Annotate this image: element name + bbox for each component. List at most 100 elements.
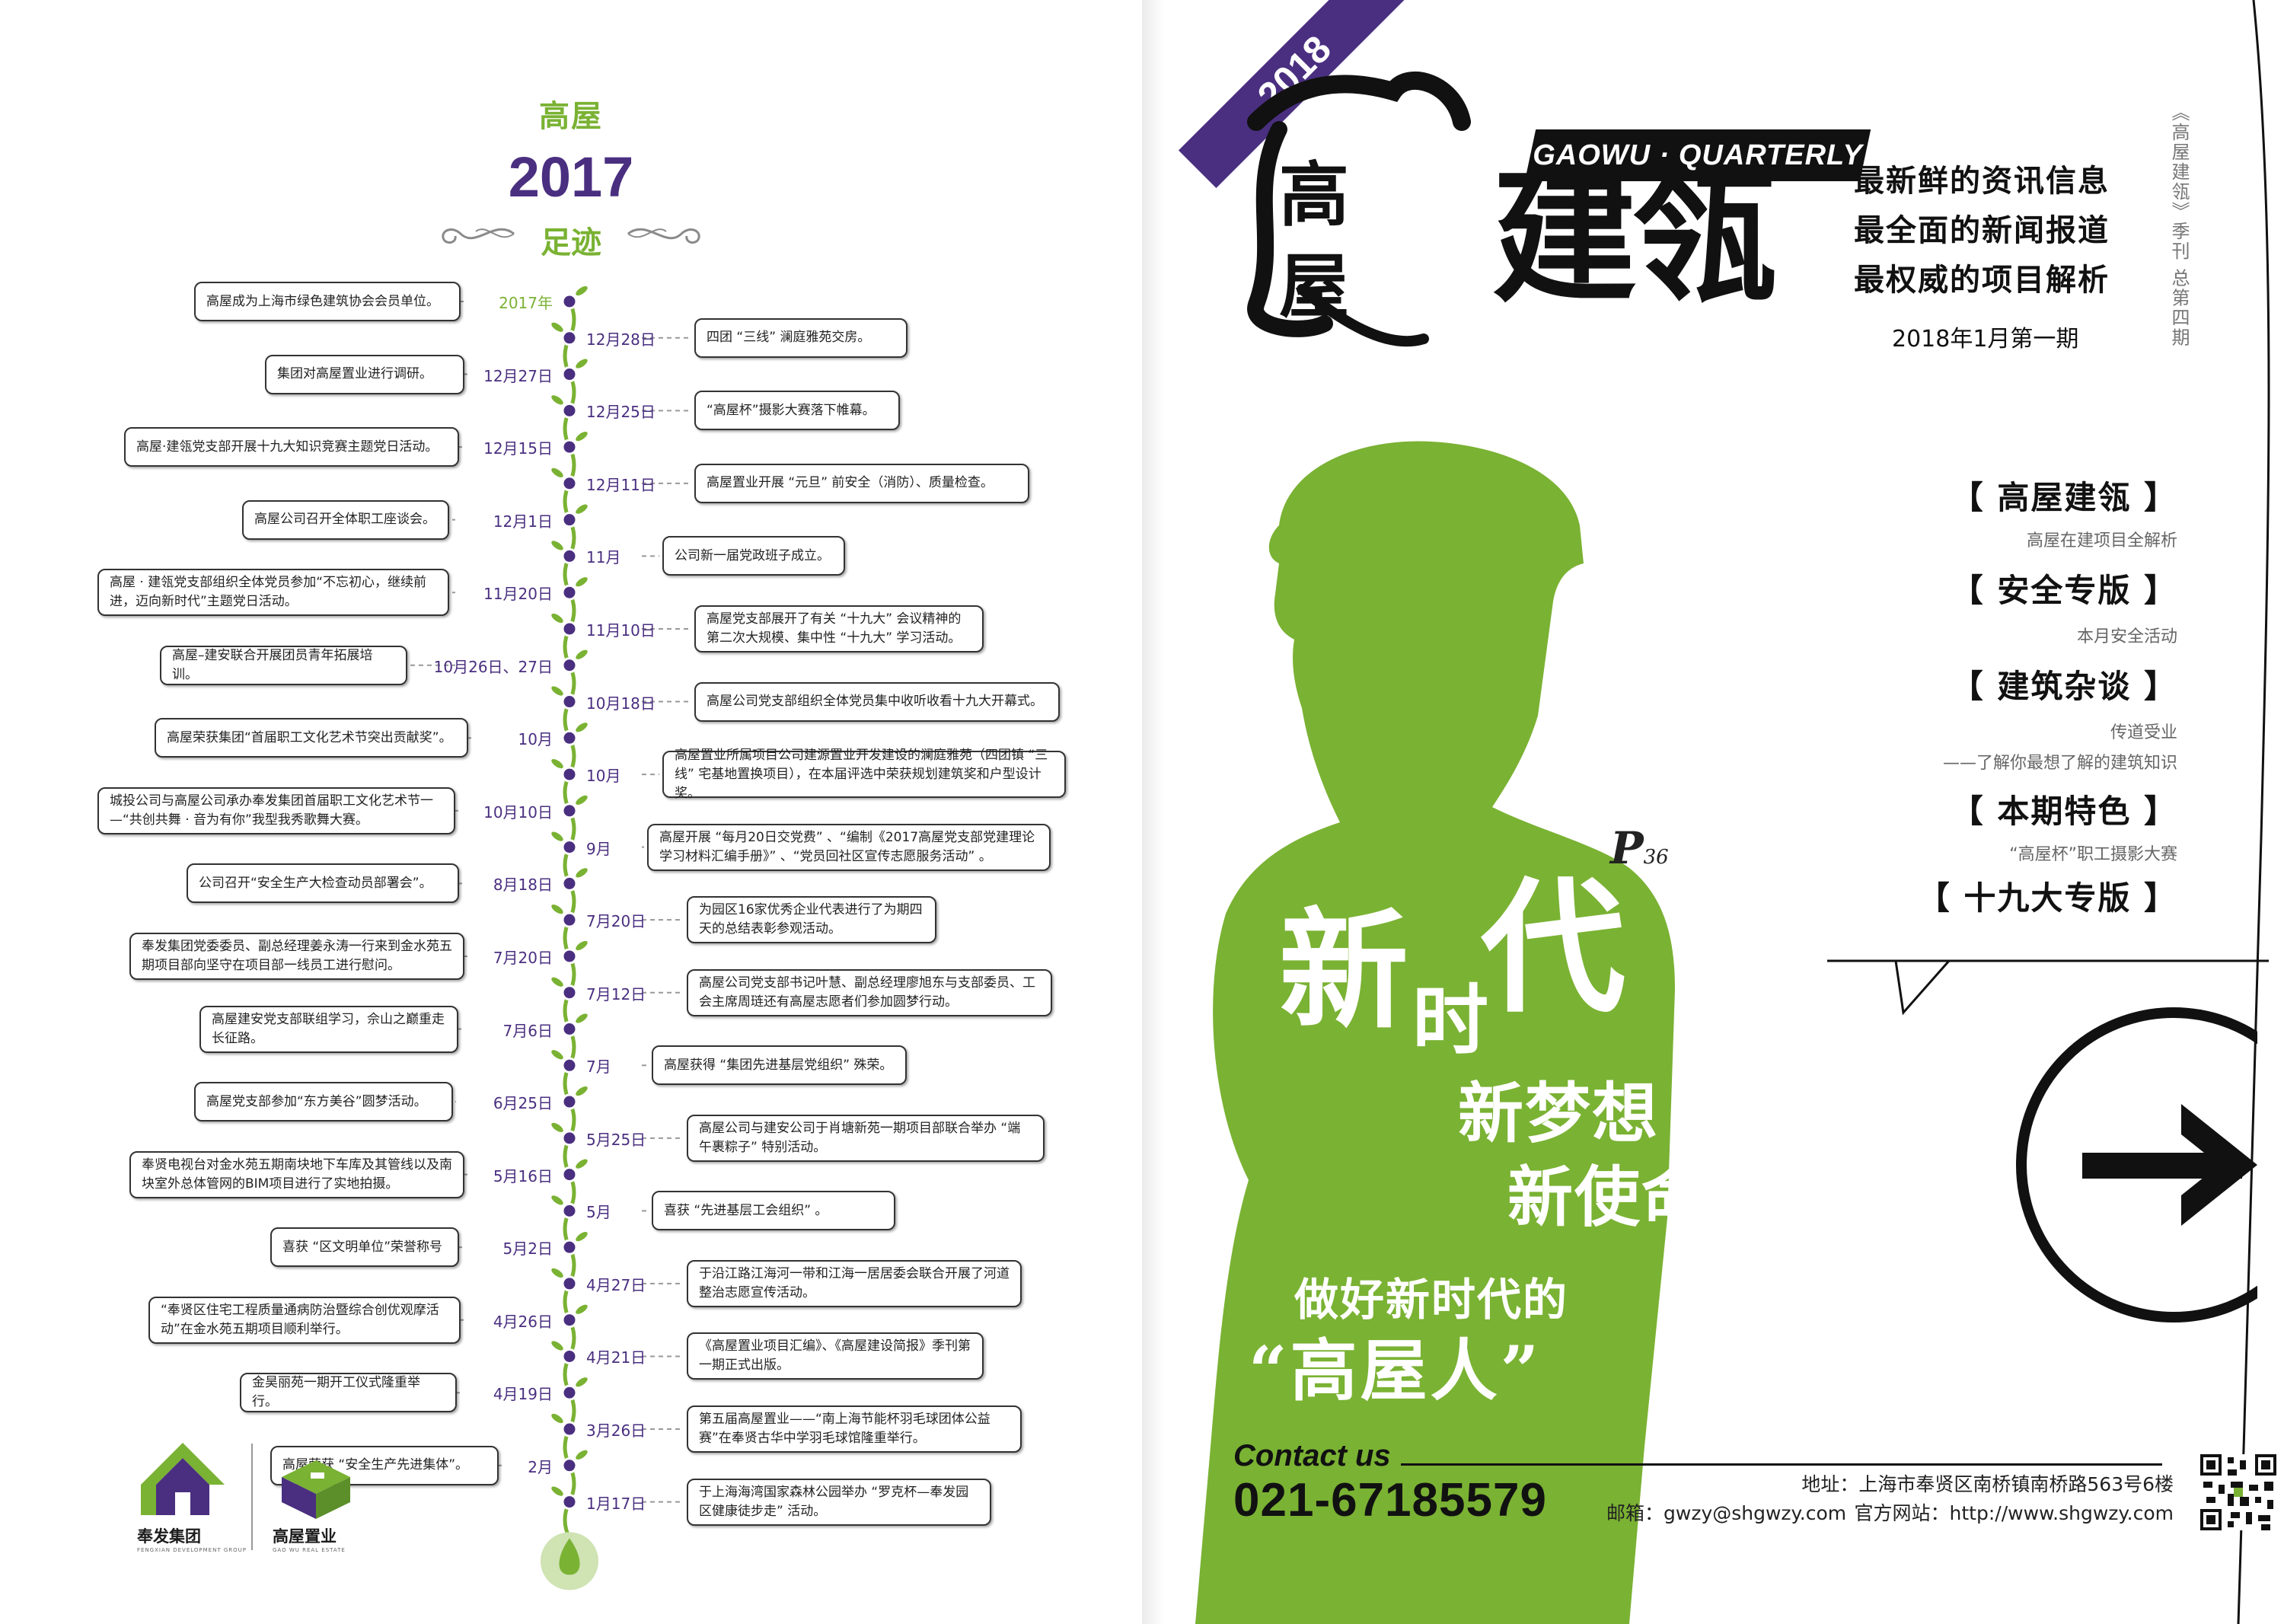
timeline-node-left-0: [561, 293, 578, 310]
timeline-node-right-2: [561, 475, 578, 492]
qr-code-icon[interactable]: [2200, 1454, 2276, 1530]
slogan-gaowu-person: “高屋人”: [1249, 1331, 1542, 1410]
timeline-date-right: 11月10日: [586, 621, 656, 640]
timeline-node-right-0: [561, 330, 578, 346]
timeline-year: 2017: [508, 145, 634, 209]
vertical-title: 《高屋建瓴》季刊 总第四期: [2168, 103, 2190, 348]
timeline-header: 高屋 2017 足迹: [426, 91, 716, 263]
timeline-line: [410, 286, 691, 1590]
timeline-date-left: 8月18日: [493, 876, 553, 895]
timeline-node-left-6: [561, 729, 578, 746]
timeline-entry-right: 于沿江路江海河一带和江海一居居委会联合开展了河道整治志愿宣传活动。: [687, 1259, 1022, 1307]
slogan-new-dream: 新梦想: [1458, 1075, 1659, 1152]
timeline-node-left-14: [561, 1312, 578, 1329]
timeline-node-left-7: [561, 802, 578, 819]
silhouette-body: [1195, 441, 1675, 1624]
timeline-date-left: 10月26日、27日: [433, 657, 553, 676]
timeline-entry-left: “奉贤区住宅工程质量通病防治暨综合创优观摩活动”在金水苑五期项目顺利举行。: [148, 1296, 461, 1344]
timeline-entry-right: 喜获 “先进基层工会组织” 。: [652, 1191, 895, 1231]
timeline-date-left: 6月25日: [493, 1094, 553, 1113]
page-ref-letter: P: [1610, 822, 1644, 874]
timeline-leaf-icon: [551, 1268, 563, 1278]
section-sub-architecture-1: 传道受业: [2110, 723, 2177, 742]
timeline-entry-left: 高屋建安党支部联组学习，佘山之巅重走长征路。: [199, 1005, 458, 1053]
timeline-entry-left: 集团对高屋置业进行调研。: [265, 354, 464, 394]
fengfa-logo-icon: [141, 1443, 225, 1515]
timeline-entry-right: 高屋党支部展开了有关 “十九大” 会议精神的第二次大规模、集中性 “十九大” 学…: [694, 605, 984, 652]
timeline-footprint-title: 足迹: [541, 225, 601, 260]
slogan-new-mission: 新使命: [1507, 1159, 1708, 1236]
timeline-entry-right: 四团 “三线” 澜庭雅苑交房。: [694, 317, 908, 358]
timeline-leaf-icon: [551, 831, 563, 841]
timeline-leaf-icon: [576, 504, 588, 514]
timeline-leaf-icon: [576, 649, 588, 659]
timeline-entry-right: 高屋置业开展 “元旦” 前安全（消防）、质量检查。: [694, 463, 1029, 503]
timeline-node-left-9: [561, 948, 578, 965]
page-ref-number: 36: [1643, 846, 1669, 869]
timeline-entry-right: 《高屋置业项目汇编》、《高屋建设简报》季刊第一期正式出版。: [687, 1332, 984, 1380]
timeline-date-left: 12月1日: [493, 512, 553, 531]
timeline-entry-right: 公司新一届党政班子成立。: [662, 536, 845, 576]
slogan-dai: 代: [1481, 863, 1626, 1032]
timeline-entry-left: 奉贤电视台对金水苑五期南块地下车库及其管线以及南块室外总体管网的BIM项目进行了…: [129, 1150, 464, 1198]
flourish-right-icon: [627, 228, 700, 244]
timeline-node-right-8: [561, 911, 578, 928]
timeline-leaf-icon: [551, 541, 563, 550]
timeline-node-left-16: [561, 1457, 578, 1474]
timeline-page: 高屋 2017 足迹 高屋成为上海市绿色建筑协会会员单位。 2017年 集团对高屋置…: [97, 91, 1066, 1590]
timeline-leaf-icon: [576, 795, 588, 805]
timeline-leaf-icon: [576, 577, 588, 587]
section-title-19th: 【 十九大专版 】: [1917, 879, 2177, 917]
timeline-date-right: 4月21日: [586, 1348, 646, 1367]
page-curve-line: [2237, 0, 2270, 1624]
section-sub-architecture-2: ——了解你最想了解的建筑知识: [1942, 754, 2177, 773]
timeline-node-right-6: [561, 766, 578, 783]
timeline-entry-right: 高屋置业所属项目公司建源置业开发建设的澜庭雅苑（四团镇 “三线” 宅基地置换项目…: [662, 748, 1066, 801]
contact-email[interactable]: 邮箱：gwzy@shgwzy.com: [1606, 1502, 1847, 1524]
timeline-date-right: 5月25日: [586, 1130, 646, 1149]
timeline-entry-right: 高屋公司党支部组织全体党员集中收听收看十九大开幕式。: [694, 681, 1060, 722]
gaowu-logo-name: 高屋置业: [273, 1527, 337, 1546]
section-title-architecture: 【 建筑杂谈 】: [1951, 668, 2177, 705]
timeline-entry-left: 高屋·建瓴党支部开展十九大知识竞赛主题党日活动。: [124, 427, 459, 467]
timeline-date-left: 7月20日: [493, 948, 553, 967]
timeline-leaf-icon: [551, 1122, 563, 1132]
spine-shadow: [1142, 0, 1165, 1624]
timeline-leaf-icon: [551, 1486, 563, 1496]
timeline-entry-left: 高屋成为上海市绿色建筑协会会员单位。: [194, 282, 461, 321]
logo-divider: [251, 1444, 253, 1550]
timeline-leaf-icon: [551, 686, 563, 696]
section-title-gaowujianzhu: 【 高屋建瓴 】: [1951, 479, 2177, 516]
gaowu-logo-icon: [282, 1460, 350, 1519]
timeline-leaf-icon: [551, 905, 563, 914]
timeline-entry-left: 喜获 “区文明单位”荣誉称号: [270, 1227, 459, 1268]
timeline-leaf-icon: [576, 359, 588, 369]
timeline-entry-left: 高屋公司召开全体职工座谈会。: [242, 499, 449, 540]
flourish-left-icon: [442, 228, 515, 244]
slogan-xin: 新: [1279, 895, 1408, 1047]
timeline-date-right: 3月26日: [586, 1421, 646, 1441]
timeline-leaf-icon: [551, 1341, 563, 1351]
fengfa-logo-sub: FENGXIAN DEVELOPMENT GROUP: [137, 1547, 247, 1553]
timeline-date-right: 11月: [586, 548, 621, 567]
timeline-node-left-3: [561, 512, 578, 528]
gaowu-logo-sub: GAO WU REAL ESTATE: [273, 1547, 346, 1553]
timeline-date-right: 10月: [586, 767, 621, 786]
timeline-date-left: 11月20日: [483, 585, 553, 604]
timeline-date-left: 5月16日: [493, 1166, 553, 1185]
timeline-node-right-15: [561, 1421, 578, 1437]
timeline-leaf-icon: [551, 467, 563, 477]
contact-website[interactable]: 官方网站：http://www.shgwzy.com: [1854, 1502, 2174, 1524]
timeline-leaf-icon: [551, 1195, 563, 1205]
timeline-date-left: 10月: [518, 730, 553, 749]
timeline-node-left-12: [561, 1166, 578, 1183]
timeline-leaf-icon: [576, 1159, 588, 1169]
timeline-leaf-icon: [576, 723, 588, 732]
timeline-node-left-13: [561, 1239, 578, 1255]
timeline-date-right: 9月: [586, 839, 611, 858]
timeline-node-right-9: [561, 984, 578, 1001]
timeline-date-left: 4月26日: [493, 1312, 553, 1331]
timeline-node-right-1: [561, 402, 578, 419]
timeline-date-right: 5月: [586, 1203, 611, 1222]
section-sub-gaowujianzhu: 高屋在建项目全解析: [2026, 531, 2177, 550]
